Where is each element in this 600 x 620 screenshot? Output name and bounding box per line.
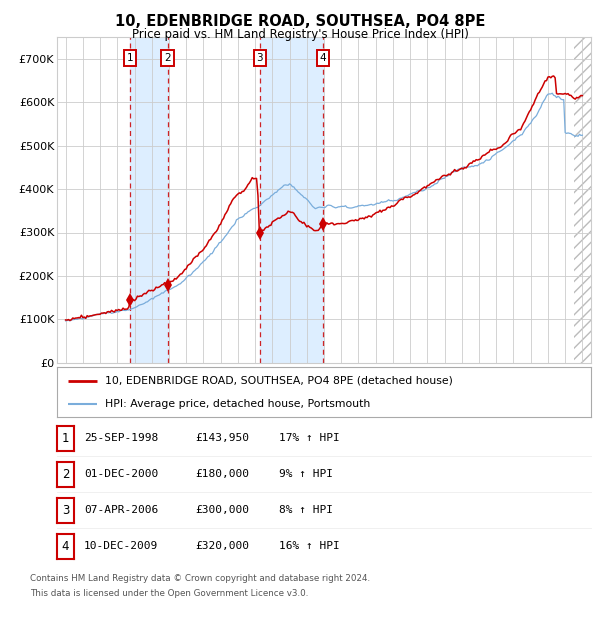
Text: 16% ↑ HPI: 16% ↑ HPI [279, 541, 340, 551]
Text: 17% ↑ HPI: 17% ↑ HPI [279, 433, 340, 443]
Text: 07-APR-2006: 07-APR-2006 [84, 505, 158, 515]
Text: 10, EDENBRIDGE ROAD, SOUTHSEA, PO4 8PE (detached house): 10, EDENBRIDGE ROAD, SOUTHSEA, PO4 8PE (… [105, 376, 453, 386]
Text: 4: 4 [320, 53, 326, 63]
Text: £180,000: £180,000 [195, 469, 249, 479]
Text: 1: 1 [62, 432, 69, 445]
Bar [574, 37, 600, 363]
Text: £300,000: £300,000 [195, 505, 249, 515]
Text: £143,950: £143,950 [195, 433, 249, 443]
Text: HPI: Average price, detached house, Portsmouth: HPI: Average price, detached house, Port… [105, 399, 370, 409]
Text: This data is licensed under the Open Government Licence v3.0.: This data is licensed under the Open Gov… [30, 589, 308, 598]
Text: Contains HM Land Registry data © Crown copyright and database right 2024.: Contains HM Land Registry data © Crown c… [30, 574, 370, 583]
Text: 2: 2 [62, 468, 69, 481]
Text: 25-SEP-1998: 25-SEP-1998 [84, 433, 158, 443]
Text: 1: 1 [127, 53, 133, 63]
Text: 01-DEC-2000: 01-DEC-2000 [84, 469, 158, 479]
Text: 10-DEC-2009: 10-DEC-2009 [84, 541, 158, 551]
Text: 2: 2 [164, 53, 171, 63]
Bar [130, 37, 167, 363]
Text: 10, EDENBRIDGE ROAD, SOUTHSEA, PO4 8PE: 10, EDENBRIDGE ROAD, SOUTHSEA, PO4 8PE [115, 14, 485, 29]
Text: 3: 3 [62, 504, 69, 516]
Text: 8% ↑ HPI: 8% ↑ HPI [279, 505, 333, 515]
Text: 4: 4 [62, 540, 69, 552]
Text: 3: 3 [256, 53, 263, 63]
Text: £320,000: £320,000 [195, 541, 249, 551]
Bar [260, 37, 323, 363]
Text: Price paid vs. HM Land Registry's House Price Index (HPI): Price paid vs. HM Land Registry's House … [131, 28, 469, 41]
Text: 9% ↑ HPI: 9% ↑ HPI [279, 469, 333, 479]
